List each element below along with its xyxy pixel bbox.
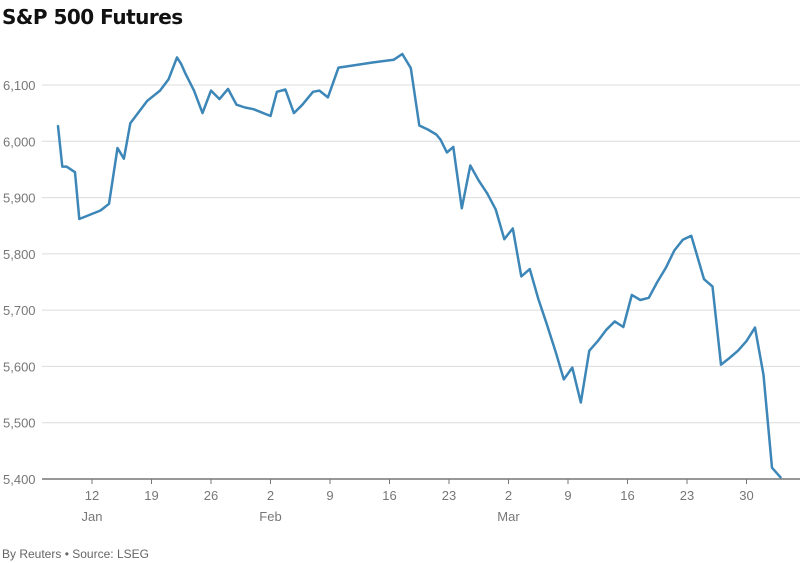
byline: By Reuters (2, 547, 62, 561)
y-tick-label-5700: 5,700 (3, 303, 36, 318)
series-line-0 (56, 52, 782, 479)
y-tick-label-5500: 5,500 (3, 416, 36, 431)
separator: • (64, 547, 69, 561)
x-tick-label-7: 2 (505, 488, 512, 503)
series-layer (56, 52, 782, 479)
x-tick-label-10: 23 (680, 488, 694, 503)
x-tick-label-2: 26 (204, 488, 218, 503)
chart-title: S&P 500 Futures (2, 5, 183, 29)
x-tick-label-6: 23 (442, 488, 456, 503)
x-tick-label-8: 9 (564, 488, 571, 503)
x-month-label-jan: Jan (82, 509, 103, 524)
y-tick-label-5400: 5,400 (3, 472, 36, 487)
y-tick-label-5800: 5,800 (3, 247, 36, 262)
x-month-label-feb: Feb (259, 509, 281, 524)
y-axis-labels: 5,400 5,500 5,600 5,700 5,800 5,900 6,000 6,100 (3, 78, 36, 487)
footer-credit: By Reuters • Source: LSEG (2, 547, 149, 561)
x-tick-label-11: 30 (739, 488, 753, 503)
line-chart: 5,400 5,500 5,600 5,700 5,800 5,900 6,000 6,100… (3, 52, 800, 524)
x-tick-label-3: 2 (267, 488, 274, 503)
y-tick-label-6100: 6,100 (3, 78, 36, 93)
x-tick-label-0: 12 (85, 488, 99, 503)
grid-lines (42, 84, 800, 424)
y-tick-label-5600: 5,600 (3, 359, 36, 374)
x-tick-label-5: 16 (382, 488, 396, 503)
x-axis: 12 Jan 19 26 2 Feb 9 16 23 2 Mar 9 16 23 30 (42, 478, 800, 524)
x-tick-label-4: 9 (326, 488, 333, 503)
y-tick-label-6000: 6,000 (3, 134, 36, 149)
source: Source: LSEG (72, 547, 149, 561)
x-tick-label-1: 19 (144, 488, 158, 503)
x-month-label-mar: Mar (497, 509, 520, 524)
x-tick-label-9: 16 (620, 488, 634, 503)
y-tick-label-5900: 5,900 (3, 191, 36, 206)
